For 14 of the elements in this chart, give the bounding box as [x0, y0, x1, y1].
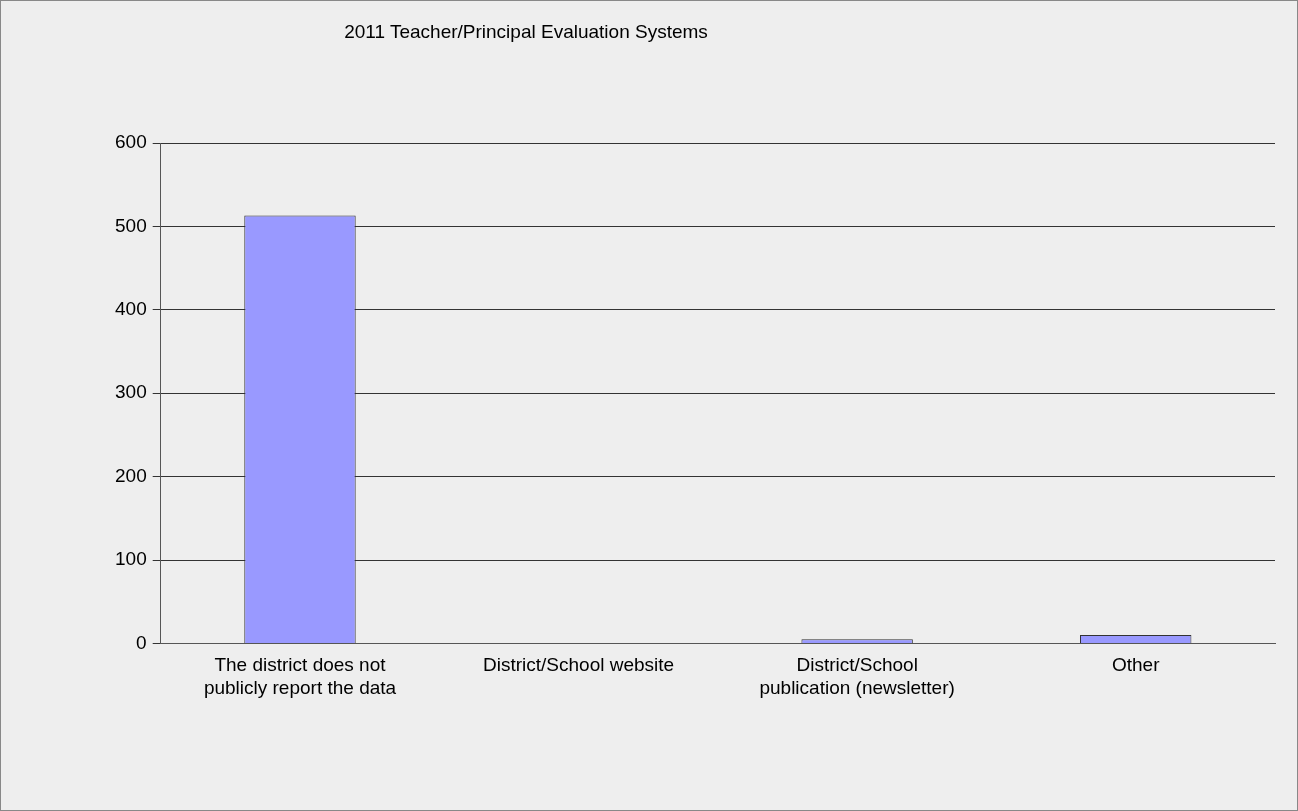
y-tick-label: 500: [115, 214, 147, 236]
y-tick-label: 0: [136, 631, 147, 653]
y-tick-label: 600: [115, 131, 147, 153]
y-tick-label: 100: [115, 548, 147, 570]
y-tick-label: 300: [115, 381, 147, 403]
x-tick-label: Other: [1111, 654, 1161, 676]
x-tick-label: District/School website: [483, 654, 675, 676]
chart-title: 2011 Teacher/Principal Evaluation Systems: [343, 21, 709, 43]
category-label: publicly report the data: [203, 676, 397, 698]
y-tick-label: 400: [115, 298, 147, 320]
category-label: District/School: [796, 654, 918, 676]
y-tick-label: 200: [115, 464, 147, 486]
category-label: The district does not: [214, 654, 386, 676]
category-label: publication (newsletter): [759, 676, 955, 698]
